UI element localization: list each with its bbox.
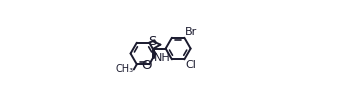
Text: S: S	[148, 35, 156, 48]
Text: O: O	[141, 59, 152, 72]
Text: Cl: Cl	[185, 60, 196, 70]
Text: Br: Br	[185, 27, 197, 37]
Text: NH: NH	[154, 53, 170, 63]
Text: CH₃: CH₃	[115, 65, 133, 74]
